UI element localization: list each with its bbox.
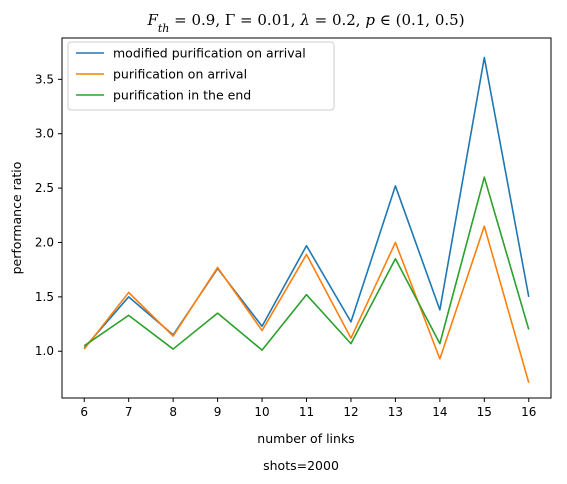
- y-tick-label: 1.0: [35, 344, 54, 358]
- title-part-3: ∈ (0.1, 0.5): [375, 11, 465, 29]
- chart-title: Fth = 0.9, Γ = 0.01, λ = 0.2, p ∈ (0.1, …: [146, 11, 464, 35]
- x-tick-label: 13: [388, 405, 403, 419]
- title-part-2: = 0.2,: [310, 11, 366, 29]
- x-axis-label: number of links: [257, 431, 354, 446]
- y-tick-label: 3.0: [35, 127, 54, 141]
- x-tick-label: 8: [169, 405, 177, 419]
- x-tick-label: 15: [477, 405, 492, 419]
- title-lambda: λ: [299, 11, 310, 29]
- title-p: p: [365, 11, 375, 29]
- x-tick-label: 7: [125, 405, 133, 419]
- title-f-subscript: th: [158, 22, 170, 35]
- x-tick-label: 6: [80, 405, 88, 419]
- legend-label-3: purification in the end: [113, 88, 251, 103]
- x-tick-label: 9: [214, 405, 222, 419]
- legend: modified purification on arrival purifica…: [67, 41, 335, 111]
- x-tick-label: 10: [254, 405, 269, 419]
- legend-label-1: modified purification on arrival: [113, 46, 306, 61]
- y-tick-label: 3.5: [35, 72, 54, 86]
- y-tick-label: 2.5: [35, 181, 54, 195]
- series-line-2: [83, 225, 530, 383]
- legend-box: [67, 41, 335, 111]
- y-tick-label: 1.5: [35, 290, 54, 304]
- series-layer: [83, 56, 530, 383]
- x-tick-label: 16: [521, 405, 536, 419]
- title-part-1: = 0.9, Γ = 0.01,: [169, 11, 300, 29]
- x-tick-label: 14: [432, 405, 447, 419]
- y-axis-label: performance ratio: [9, 162, 24, 275]
- title-f-symbol: F: [146, 11, 158, 29]
- y-axis-ticks: 1.0 1.5 2.0 2.5 3.0 3.5: [35, 72, 62, 358]
- series-line-3: [83, 176, 530, 351]
- shots-caption: shots=2000: [263, 458, 339, 473]
- legend-label-2: purification on arrival: [113, 67, 247, 82]
- x-axis-ticks: 6 7 8 9 10 11 12 13 14 15 16: [80, 398, 536, 419]
- x-tick-label: 11: [299, 405, 314, 419]
- x-tick-label: 12: [343, 405, 358, 419]
- y-tick-label: 2.0: [35, 235, 54, 249]
